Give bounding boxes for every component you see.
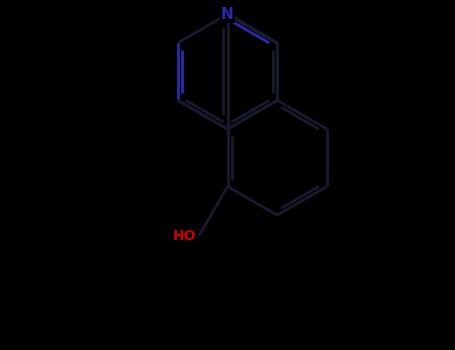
- Text: HO: HO: [172, 229, 196, 243]
- Text: N: N: [221, 7, 234, 22]
